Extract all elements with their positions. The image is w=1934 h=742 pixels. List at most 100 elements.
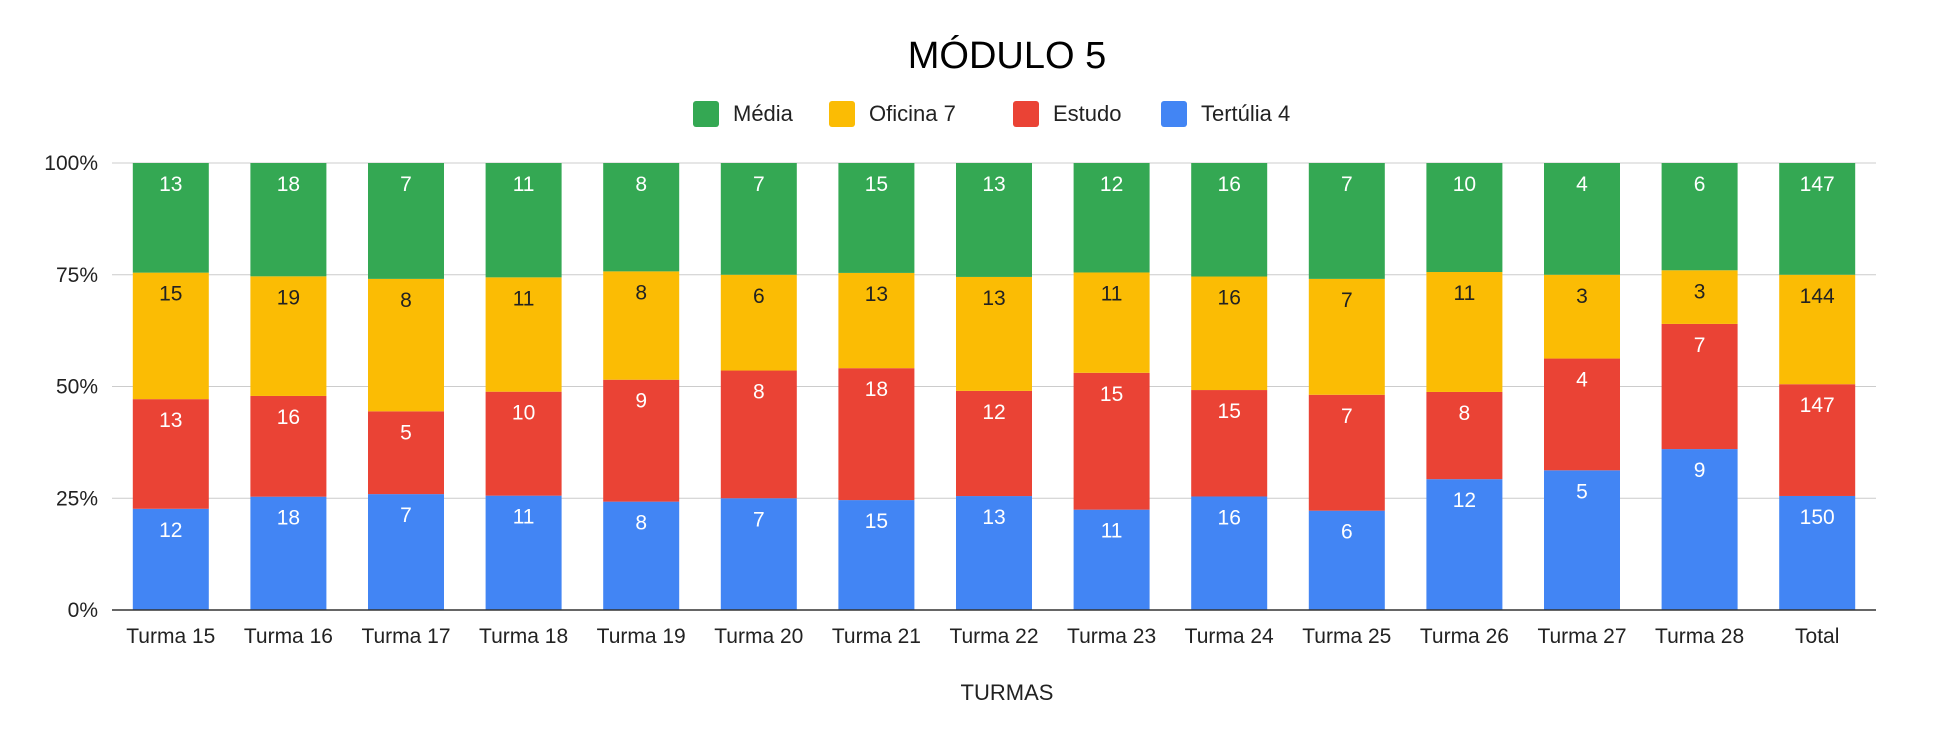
data-label: 16 <box>1218 173 1241 196</box>
bar-segment-oficina-7 <box>1426 272 1503 392</box>
bar-segment-media <box>603 163 680 272</box>
bar-segment-estudo <box>603 379 680 502</box>
bar-segment-media <box>1073 163 1150 273</box>
data-label: 12 <box>159 519 182 542</box>
chart-title: MÓDULO 5 <box>908 34 1106 77</box>
bar-segment-tertulia-4 <box>1426 479 1503 610</box>
bar-stack-turma-28: 9 7 3 6 <box>1661 163 1738 610</box>
data-label: 7 <box>1341 173 1353 196</box>
bar-segment-tertulia-4 <box>132 508 209 610</box>
x-tick-label: Turma 20 <box>714 625 803 648</box>
bar-stack-turma-21: 15 18 13 15 <box>838 163 915 610</box>
x-tick-label: Turma 16 <box>244 625 333 648</box>
bar-segment-estudo <box>132 399 209 509</box>
data-label: 13 <box>982 506 1005 529</box>
data-label: 13 <box>865 283 888 306</box>
bar-segment-estudo <box>250 395 327 497</box>
data-label: 16 <box>277 406 300 429</box>
bar-segment-tertulia-4 <box>1073 509 1150 610</box>
data-label: 6 <box>1341 521 1353 544</box>
data-label: 11 <box>513 506 535 529</box>
bar-stack-turma-20: 7 8 6 7 <box>720 163 797 610</box>
bar-segment-tertulia-4 <box>1544 470 1620 610</box>
data-label: 4 <box>1576 173 1588 196</box>
bar-stack-turma-24: 16 15 16 16 <box>1191 163 1268 610</box>
y-tick-label: 25% <box>56 487 98 510</box>
bar-segment-estudo <box>1779 384 1856 496</box>
x-tick-label: Turma 26 <box>1420 625 1509 648</box>
legend-item-tertulia-4: Tertúlia 4 <box>1161 101 1290 127</box>
x-tick-label: Turma 19 <box>597 625 686 648</box>
x-tick-label: Turma 25 <box>1302 625 1391 648</box>
x-tick-label: Turma 24 <box>1185 625 1274 648</box>
bar-stack-turma-18: 11 10 11 11 <box>485 163 562 610</box>
x-tick-label: Turma 22 <box>949 625 1038 648</box>
x-tick-label: Turma 23 <box>1067 625 1156 648</box>
bar-segment-tertulia-4 <box>485 495 562 610</box>
data-label: 16 <box>1218 287 1241 310</box>
bar-segment-estudo <box>368 411 444 495</box>
bar-segment-estudo <box>1191 390 1268 497</box>
data-label: 8 <box>635 173 647 196</box>
x-tick-label: Turma 15 <box>126 625 215 648</box>
data-label: 7 <box>753 173 765 196</box>
bar-segment-media <box>1544 163 1620 275</box>
x-tick-label: Turma 21 <box>832 625 921 648</box>
bar-segment-tertulia-4 <box>956 496 1032 610</box>
data-label: 15 <box>159 283 182 306</box>
bar-segment-estudo <box>720 370 797 499</box>
data-label: 18 <box>277 507 300 530</box>
bar-segment-oficina-7 <box>132 272 209 400</box>
bar-segment-media <box>1661 163 1738 271</box>
legend-item-oficina-7: Oficina 7 <box>829 101 956 127</box>
bar-segment-tertulia-4 <box>720 498 797 610</box>
bar-segment-media <box>132 163 209 273</box>
legend-item-media: Média <box>693 101 794 127</box>
data-label: 9 <box>1694 459 1706 482</box>
bar-stack-turma-23: 11 15 11 12 <box>1073 163 1150 610</box>
data-label: 150 <box>1800 506 1835 529</box>
data-label: 15 <box>865 510 888 533</box>
data-label: 10 <box>1453 173 1476 196</box>
bar-stack-turma-16: 18 16 19 18 <box>250 163 327 610</box>
bar-segment-tertulia-4 <box>368 494 444 610</box>
data-label: 6 <box>1694 173 1706 196</box>
bar-segment-estudo <box>485 391 562 496</box>
bar-segment-media <box>368 163 444 279</box>
bar-stack-turma-19: 8 9 8 8 <box>603 163 680 610</box>
bar-segment-oficina-7 <box>250 276 327 396</box>
x-tick-label: Turma 18 <box>479 625 568 648</box>
bar-segment-tertulia-4 <box>250 496 327 610</box>
data-label: 15 <box>1100 383 1123 406</box>
data-label: 13 <box>159 409 182 432</box>
bar-stack-turma-15: 12 13 15 13 <box>132 163 209 610</box>
bar-segment-oficina-7 <box>720 274 797 371</box>
bar-segment-tertulia-4 <box>603 501 680 610</box>
bar-segment-oficina-7 <box>1661 270 1738 324</box>
data-label: 10 <box>512 402 535 425</box>
data-label: 5 <box>1576 480 1588 503</box>
legend-label: Oficina 7 <box>869 101 956 126</box>
bar-segment-oficina-7 <box>603 271 680 380</box>
bar-segment-estudo <box>1544 358 1620 471</box>
bar-segment-tertulia-4 <box>838 500 915 610</box>
data-label: 16 <box>1218 506 1241 529</box>
bar-segment-estudo <box>956 390 1032 497</box>
bar-segment-media <box>1779 163 1856 275</box>
bar-segment-estudo <box>1308 394 1385 511</box>
bar-segment-tertulia-4 <box>1191 496 1268 610</box>
data-label: 7 <box>1694 334 1706 357</box>
bar-segment-media <box>1426 163 1503 273</box>
bar-stack-total: 150 147 144 147 <box>1779 163 1856 610</box>
data-label: 8 <box>1459 402 1471 425</box>
bar-segment-estudo <box>1661 323 1738 450</box>
y-tick-label: 75% <box>56 264 98 287</box>
data-label: 11 <box>513 287 535 310</box>
bar-segment-media <box>1308 163 1385 279</box>
bar-stack-turma-25: 6 7 7 7 <box>1308 163 1385 610</box>
legend-label: Tertúlia 4 <box>1201 101 1290 126</box>
data-label: 6 <box>753 285 765 308</box>
data-label: 3 <box>1694 280 1706 303</box>
bar-segment-oficina-7 <box>956 276 1032 391</box>
